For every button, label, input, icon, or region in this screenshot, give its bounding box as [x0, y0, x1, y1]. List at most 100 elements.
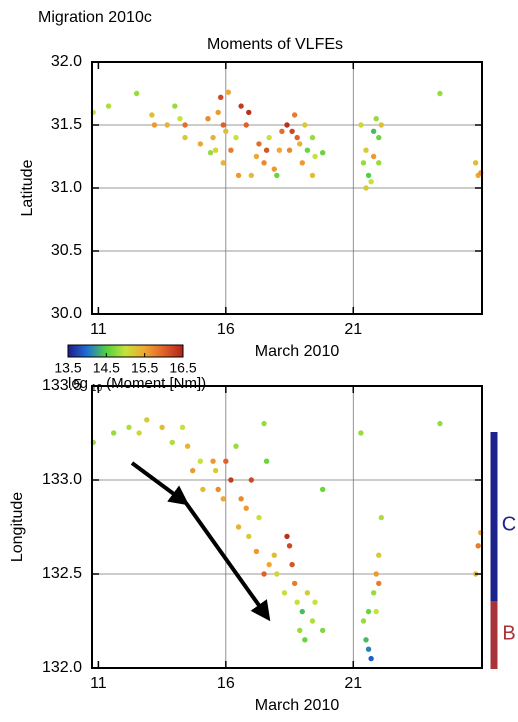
arrow	[184, 501, 271, 622]
event-point	[309, 134, 316, 141]
event-point	[266, 561, 272, 568]
event-point	[233, 443, 239, 449]
event-point	[291, 580, 298, 587]
event-point	[223, 458, 229, 464]
event-point	[302, 637, 308, 643]
event-point	[197, 458, 204, 464]
event-point	[271, 166, 277, 172]
event-point	[373, 571, 379, 577]
event-point	[365, 646, 372, 652]
event-point	[212, 147, 219, 153]
event-point	[248, 172, 255, 179]
event-point	[363, 185, 369, 191]
y-tick-label: 30.5	[51, 242, 82, 259]
event-point	[304, 147, 311, 153]
event-point	[169, 439, 175, 446]
event-point	[261, 571, 267, 577]
event-point	[266, 134, 272, 141]
event-point	[286, 147, 293, 153]
segment-label: B	[502, 622, 515, 644]
event-point	[360, 618, 367, 624]
colorbar-label-part: (Moment [Nm])	[106, 375, 206, 392]
event-point	[319, 486, 326, 493]
y-tick-label: 30.0	[51, 305, 82, 322]
event-point	[309, 618, 316, 624]
event-point	[238, 496, 244, 502]
event-point	[263, 147, 270, 153]
event-point	[220, 496, 226, 502]
event-point	[378, 514, 385, 521]
x-tick-label: 11	[90, 321, 107, 338]
y-tick-label: 132.5	[42, 565, 82, 582]
event-point	[274, 571, 280, 577]
event-point	[302, 122, 308, 128]
x-tick-label: 11	[90, 675, 107, 692]
event-point	[284, 122, 290, 128]
event-point	[105, 103, 112, 109]
event-point	[370, 128, 377, 134]
event-point	[220, 122, 226, 128]
event-point	[253, 548, 260, 555]
event-point	[215, 109, 221, 116]
event-point	[218, 94, 224, 100]
y-tick-label: 32.0	[51, 53, 82, 70]
event-point	[437, 420, 443, 427]
event-point	[228, 477, 234, 483]
event-point	[276, 147, 283, 153]
event-point	[312, 153, 318, 160]
event-point	[299, 160, 305, 166]
y-axis-label: Longitude	[9, 492, 26, 562]
event-point	[133, 90, 140, 97]
event-point	[309, 172, 316, 179]
event-point	[207, 150, 214, 156]
event-point	[363, 147, 369, 153]
event-point	[304, 590, 311, 596]
event-point	[294, 134, 300, 141]
event-point	[220, 160, 226, 166]
event-point	[360, 160, 367, 166]
colorbar-tick-label: 14.5	[93, 360, 120, 376]
event-point	[205, 116, 211, 122]
event-point	[297, 141, 303, 147]
event-point	[149, 112, 155, 118]
event-point	[274, 172, 280, 179]
event-point	[212, 467, 219, 474]
y-tick-label: 133.0	[42, 471, 82, 488]
event-point	[373, 608, 379, 615]
event-point	[256, 514, 262, 521]
event-point	[235, 524, 242, 530]
event-point	[225, 89, 232, 95]
event-point	[261, 420, 267, 427]
event-point	[376, 580, 382, 587]
event-point	[243, 122, 249, 128]
event-point	[253, 153, 260, 160]
figure-title: Migration 2010c	[38, 9, 152, 26]
event-point	[289, 561, 295, 568]
event-point	[286, 543, 293, 549]
y-tick-label: 133.5	[42, 377, 82, 394]
event-point	[472, 160, 479, 166]
event-point	[256, 141, 262, 147]
event-point	[177, 116, 183, 122]
event-point	[376, 160, 382, 166]
event-point	[235, 172, 242, 179]
y-axis-label: Latitude	[19, 159, 36, 216]
event-point	[368, 179, 374, 185]
event-point	[437, 90, 443, 97]
event-point	[189, 467, 196, 474]
x-tick-label: 21	[344, 675, 362, 692]
arrow	[130, 461, 190, 506]
event-point	[248, 477, 255, 483]
event-point	[299, 608, 305, 615]
event-point	[376, 134, 382, 141]
event-point	[210, 458, 216, 464]
event-point	[263, 458, 270, 464]
event-point	[210, 134, 216, 141]
y-tick-label: 31.0	[51, 179, 82, 196]
event-point	[164, 122, 170, 128]
event-point	[271, 552, 277, 558]
colorbar-label: log 10 (Moment [Nm])	[68, 375, 206, 394]
x-tick-label: 21	[344, 321, 362, 338]
event-point	[179, 424, 186, 431]
event-point	[172, 103, 178, 109]
